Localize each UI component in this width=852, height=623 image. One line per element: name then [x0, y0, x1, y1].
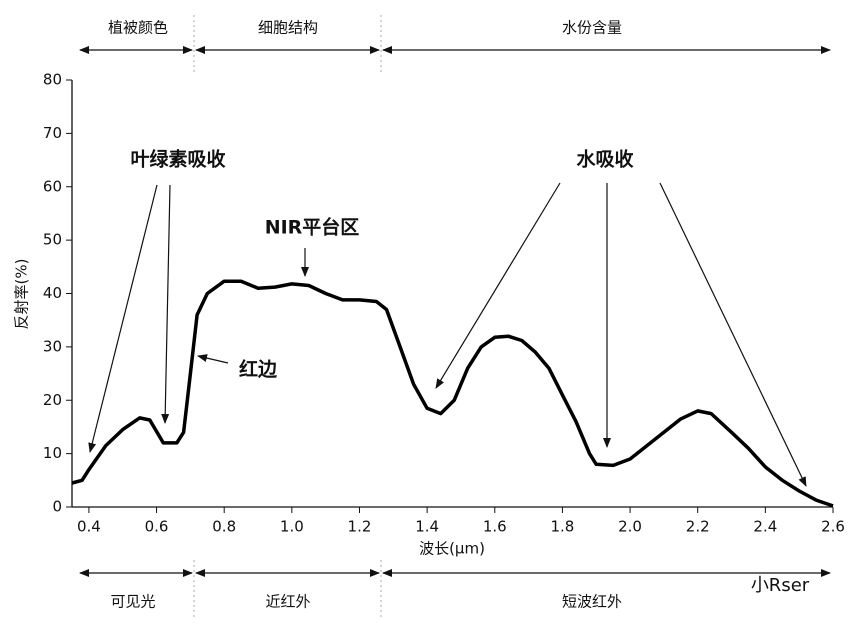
y-axis-label: 反射率(%) — [13, 259, 31, 330]
annotation: 红边 — [239, 358, 278, 381]
band-label: 植被颜色 — [108, 19, 168, 37]
annotation-arrow — [435, 182, 561, 389]
y-tick-label: 10 — [43, 444, 62, 462]
x-tick-label: 1.0 — [280, 518, 304, 536]
y-tick-label: 20 — [43, 391, 62, 409]
x-tick-label: 2.6 — [821, 518, 845, 536]
x-tick-label: 0.4 — [77, 518, 101, 536]
x-tick-label: 1.4 — [415, 518, 439, 536]
y-tick-label: 40 — [43, 284, 62, 302]
y-tick-label: 50 — [43, 231, 62, 249]
annotation-arrows — [88, 182, 807, 487]
x-tick-label: 0.6 — [145, 518, 169, 536]
band-label: 近红外 — [265, 593, 310, 611]
line-series — [71, 279, 834, 508]
band-label: 可见光 — [110, 593, 155, 611]
band-arrows — [79, 46, 831, 577]
y-tick-label: 30 — [43, 337, 62, 355]
x-axis-label: 波长(μm) — [419, 540, 485, 558]
annotation-arrow — [197, 354, 229, 364]
band-label: 水份含量 — [562, 19, 622, 37]
annotation-arrow — [659, 182, 807, 487]
dividers — [193, 15, 382, 620]
annotation: 叶绿素吸收 — [130, 148, 225, 171]
annotation: 水吸收 — [576, 148, 633, 171]
annotation-arrow — [161, 184, 171, 424]
y-tick-label: 70 — [43, 124, 62, 142]
band-label: 短波红外 — [562, 593, 622, 611]
watermark: 小Rser — [751, 575, 810, 596]
x-tick-label: 1.6 — [483, 518, 507, 536]
x-tick-label: 2.2 — [686, 518, 710, 536]
x-tick-label: 1.8 — [550, 518, 574, 536]
y-tick-label: 60 — [43, 177, 62, 195]
band-label: 细胞结构 — [258, 19, 318, 37]
x-tick-label: 2.0 — [618, 518, 642, 536]
x-tick-label: 0.8 — [212, 518, 236, 536]
y-tick-label: 80 — [43, 71, 62, 89]
y-tick-label: 0 — [52, 498, 62, 516]
x-tick-label: 1.2 — [348, 518, 372, 536]
annotation-arrow — [88, 184, 158, 453]
x-tick-label: 2.4 — [753, 518, 777, 536]
annotation: NIR平台区 — [265, 216, 360, 239]
